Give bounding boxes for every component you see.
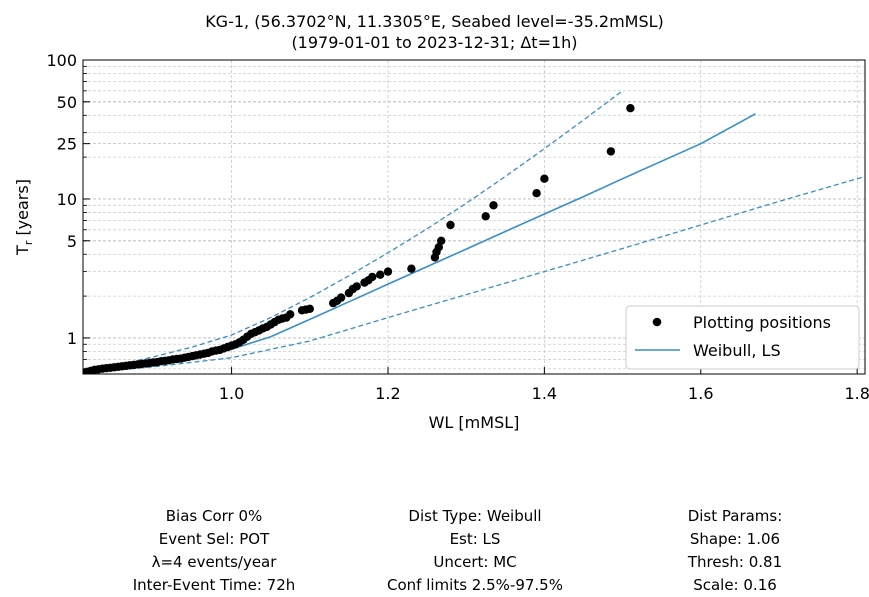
plotting-position-point bbox=[376, 270, 385, 279]
info-thresh: Thresh: 0.81 bbox=[687, 553, 783, 571]
confidence-limit-line-2 bbox=[83, 90, 623, 373]
info-scale: Scale: 0.16 bbox=[693, 576, 777, 594]
info-conf-limits: Conf limits 2.5%-97.5% bbox=[387, 576, 563, 594]
plotting-position-point bbox=[286, 310, 295, 319]
plotting-position-point bbox=[489, 201, 498, 210]
info-middle: Dist Type: Weibull Est: LS Uncert: MC Co… bbox=[345, 505, 605, 597]
plotting-position-point bbox=[336, 293, 346, 302]
chart-subtitle: (1979-01-01 to 2023-12-31; Δt=1h) bbox=[291, 33, 578, 52]
plotting-position-point bbox=[606, 147, 616, 156]
plotting-position-point bbox=[626, 104, 635, 113]
x-tick-label: 1.4 bbox=[532, 384, 557, 403]
y-axis-label-main: T bbox=[13, 245, 32, 256]
info-right: Dist Params: Shape: 1.06 Thresh: 0.81 Sc… bbox=[605, 505, 865, 597]
y-tick-label: 5 bbox=[67, 232, 77, 251]
plotting-position-point bbox=[481, 212, 490, 221]
y-tick-label: 50 bbox=[57, 93, 77, 112]
plotting-position-point bbox=[383, 267, 393, 276]
y-axis-label-unit: [years] bbox=[13, 179, 32, 241]
x-tick-label: 1.2 bbox=[375, 384, 400, 403]
x-axis-label: WL [mMSL] bbox=[429, 413, 520, 432]
info-est: Est: LS bbox=[449, 530, 501, 548]
legend-label-weibull-ls: Weibull, LS bbox=[693, 341, 781, 360]
info-left: Bias Corr 0% Event Sel: POT λ=4 events/y… bbox=[84, 505, 344, 597]
plotting-position-point bbox=[446, 220, 455, 230]
plotting-position-point bbox=[532, 189, 541, 198]
legend: Plotting positions Weibull, LS bbox=[625, 305, 860, 370]
x-tick-label: 1.6 bbox=[688, 384, 713, 403]
info-dist-type: Dist Type: Weibull bbox=[408, 507, 542, 525]
chart-title: KG-1, (56.3702°N, 11.3305°E, Seabed leve… bbox=[205, 12, 664, 31]
y-tick-label: 100 bbox=[46, 51, 77, 70]
plotting-position-point bbox=[352, 282, 361, 291]
y-axis-label: Tr [years] bbox=[13, 179, 35, 256]
y-tick-label: 10 bbox=[57, 190, 77, 209]
y-tick-label: 25 bbox=[57, 135, 77, 154]
plotting-position-point bbox=[407, 264, 416, 273]
plotting-position-point bbox=[437, 236, 446, 245]
plot-frame bbox=[82, 59, 866, 375]
plotting-position-point bbox=[368, 272, 377, 282]
series-layer bbox=[83, 90, 865, 374]
info-event-sel: Event Sel: POT bbox=[158, 530, 270, 548]
x-tick-label: 1.0 bbox=[219, 384, 244, 403]
info-lambda: λ=4 events/year bbox=[151, 553, 277, 571]
info-inter-event-time: Inter-Event Time: 72h bbox=[132, 576, 296, 594]
plotting-position-point bbox=[434, 243, 443, 252]
plotting-position-point bbox=[305, 304, 314, 313]
info-bias-corr: Bias Corr 0% bbox=[165, 507, 263, 525]
legend-box bbox=[625, 305, 860, 370]
info-dist-params: Dist Params: bbox=[687, 507, 783, 525]
info-shape: Shape: 1.06 bbox=[689, 530, 781, 548]
legend-label-plotting-positions: Plotting positions bbox=[693, 313, 831, 332]
legend-marker-plotting-positions bbox=[652, 317, 662, 327]
return-period-chart: 1 5 10 25 50 100 1.0 1.2 1.4 1.6 1.8 WL [mMSL] Tr … bbox=[13, 51, 869, 432]
y-axis-label-subscript: r bbox=[22, 240, 35, 245]
ticks: 1 5 10 25 50 100 1.0 1.2 1.4 1.6 1.8 bbox=[46, 51, 869, 403]
y-tick-label: 1 bbox=[67, 329, 77, 348]
x-tick-label: 1.8 bbox=[844, 384, 869, 403]
plotting-position-point bbox=[540, 174, 549, 183]
confidence-limit-line-3 bbox=[83, 175, 865, 374]
info-uncert: Uncert: MC bbox=[433, 553, 517, 571]
